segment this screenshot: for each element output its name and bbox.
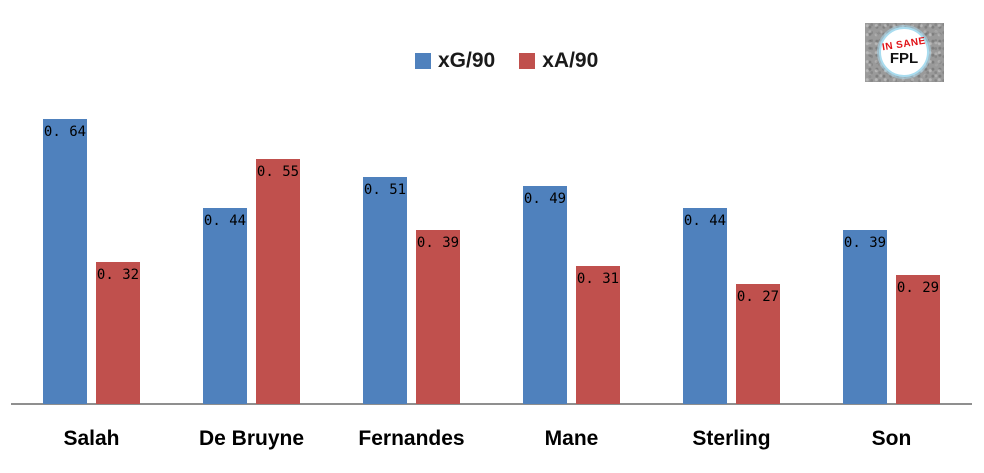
chart-legend: xG/90 xA/90 [415, 50, 598, 71]
bar-value-label-xg90-salah: 0. 64 [43, 124, 87, 140]
insane-fpl-logo-circle: IN SANE FPL [879, 27, 929, 77]
bar-xg90-salah: 0. 64 [43, 119, 87, 404]
category-label-sterling: Sterling [692, 427, 771, 450]
bar-xa90-sterling: 0. 27 [736, 284, 780, 404]
bar-xa90-de-bruyne: 0. 55 [256, 159, 300, 404]
category-label-mane: Mane [544, 427, 599, 450]
bar-xg90-de-bruyne: 0. 44 [203, 208, 247, 404]
category-label-son: Son [871, 427, 912, 450]
bar-xa90-fernandes: 0. 39 [416, 230, 460, 404]
bar-xg90-fernandes: 0. 51 [363, 177, 407, 404]
category-label-fernandes: Fernandes [358, 427, 465, 450]
bar-value-label-xg90-de-bruyne: 0. 44 [203, 213, 247, 229]
bar-xa90-salah: 0. 32 [96, 262, 140, 404]
bar-xg90-son: 0. 39 [843, 230, 887, 404]
bar-value-label-xa90-fernandes: 0. 39 [416, 235, 460, 251]
bar-value-label-xg90-mane: 0. 49 [523, 191, 567, 207]
bar-value-label-xa90-son: 0. 29 [896, 280, 940, 296]
logo-text-bottom: FPL [889, 50, 919, 67]
bar-value-label-xg90-fernandes: 0. 51 [363, 182, 407, 198]
bar-value-label-xg90-son: 0. 39 [843, 235, 887, 251]
category-label-de-bruyne: De Bruyne [198, 427, 305, 450]
legend-item-xa90: xA/90 [519, 50, 598, 71]
legend-item-xg90: xG/90 [415, 50, 495, 71]
bar-value-label-xa90-mane: 0. 31 [576, 271, 620, 287]
bar-xa90-son: 0. 29 [896, 275, 940, 404]
legend-swatch-xa90-icon [519, 52, 536, 69]
bar-value-label-xa90-de-bruyne: 0. 55 [256, 164, 300, 180]
legend-swatch-xg90-icon [415, 52, 431, 69]
bar-value-label-xa90-salah: 0. 32 [96, 267, 140, 283]
legend-label-xa90: xA/90 [542, 49, 599, 72]
bar-xa90-mane: 0. 31 [576, 266, 620, 404]
bar-value-label-xg90-sterling: 0. 44 [683, 213, 727, 229]
category-label-salah: Salah [63, 427, 120, 450]
legend-label-xg90: xG/90 [438, 49, 496, 72]
bar-xg90-sterling: 0. 44 [683, 208, 727, 404]
bar-xg90-mane: 0. 49 [523, 186, 567, 404]
bar-value-label-xa90-sterling: 0. 27 [736, 289, 780, 305]
insane-fpl-logo: IN SANE FPL [865, 23, 944, 82]
x-axis-line [11, 403, 972, 405]
